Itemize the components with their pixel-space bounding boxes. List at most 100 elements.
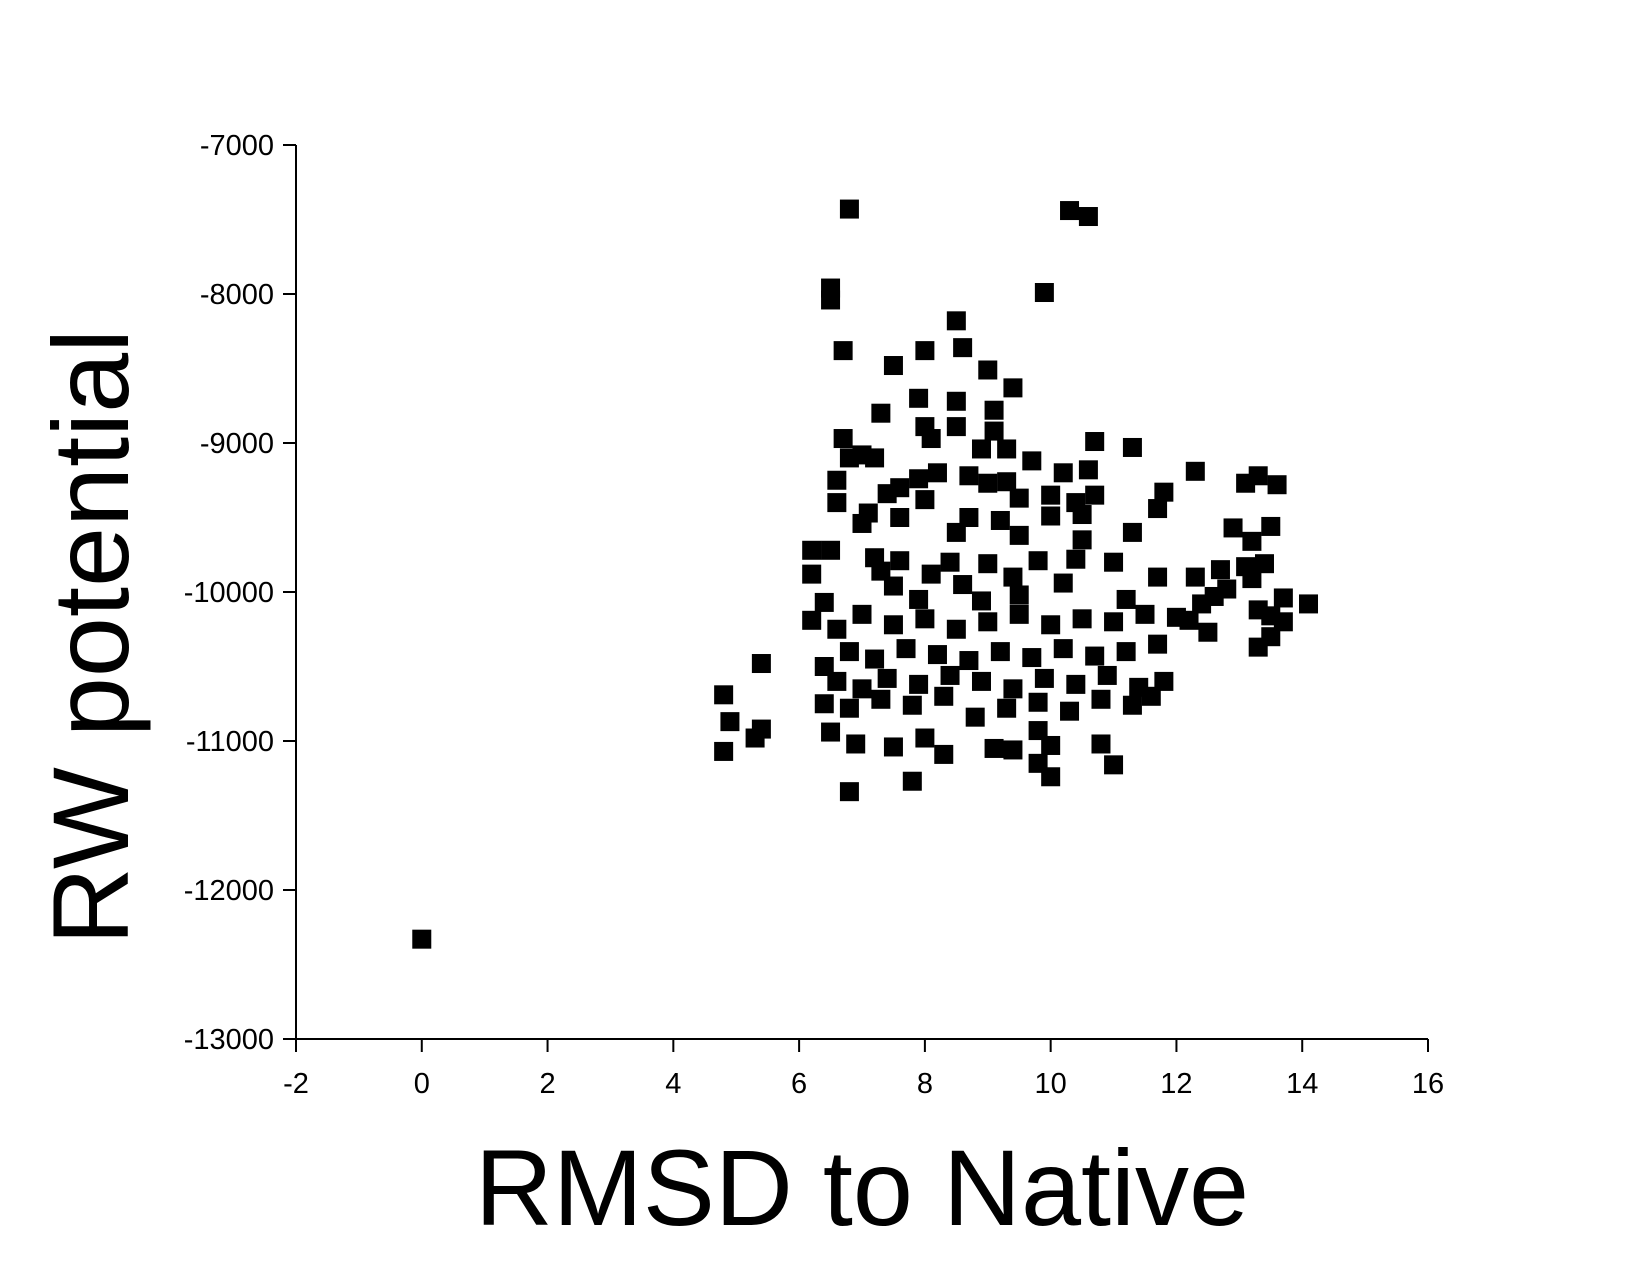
point [971,671,991,691]
point [990,642,1010,662]
point [971,591,991,611]
point [909,469,929,489]
point [1116,589,1136,609]
point [1104,552,1124,572]
point [802,564,822,584]
point [1072,609,1092,629]
point [1210,560,1230,580]
point [1053,573,1073,593]
point [883,615,903,635]
point [1223,518,1243,538]
x-tick-label: 4 [665,1068,681,1100]
point [802,610,822,630]
y-axis-title: RW potential [30,329,151,945]
point [714,741,734,761]
x-tick-label: 12 [1160,1068,1192,1100]
point [865,649,885,669]
x-tick-label: -2 [283,1068,309,1100]
point [978,473,998,493]
point [946,311,966,331]
point [877,668,897,688]
point [871,403,891,423]
x-tick-label: 6 [791,1068,807,1100]
point [833,429,853,449]
point [1273,612,1293,632]
point [990,510,1010,530]
point [1053,463,1073,483]
point [971,439,991,459]
point [934,744,954,764]
point [959,508,979,527]
x-tick-label: 10 [1035,1068,1067,1100]
point [1261,516,1281,536]
point [953,338,973,358]
point [909,589,929,609]
point [959,651,979,671]
point [909,674,929,694]
point [865,448,885,468]
point [978,360,998,380]
point [915,728,935,748]
point [909,388,929,408]
y-tick-label: -10000 [184,577,274,609]
point [751,654,771,674]
point [839,782,859,802]
point [871,561,891,581]
point [1154,482,1174,502]
point [1078,460,1098,480]
point [1078,207,1098,227]
point [821,290,841,310]
point [1198,622,1218,642]
point [1104,612,1124,632]
point [1041,735,1061,755]
point [915,609,935,629]
point [1116,642,1136,662]
y-tick-label: -13000 [184,1024,274,1056]
point [1034,668,1054,688]
point [1122,695,1142,715]
point [852,679,872,699]
y-tick-label: -11000 [186,726,274,758]
point [934,686,954,706]
point [839,448,859,468]
point [890,508,910,527]
point [927,463,947,483]
point [902,695,922,715]
point [953,575,973,595]
point [946,417,966,437]
point [871,689,891,709]
point [1261,627,1281,647]
point [946,391,966,411]
point [1041,506,1061,526]
point [1267,475,1287,495]
point [1053,639,1073,659]
point [1041,767,1061,787]
point [827,671,847,691]
point [802,540,822,560]
point [997,472,1017,492]
point [1066,549,1086,569]
point [940,665,960,685]
point [1148,499,1168,519]
point [1091,734,1111,754]
point [946,619,966,639]
point [412,929,432,949]
point [1242,531,1262,551]
point [1185,461,1205,481]
point [814,694,834,714]
point [1028,692,1048,712]
point [1009,585,1029,605]
point [839,642,859,662]
point [1028,551,1048,571]
point [959,466,979,486]
point [984,738,1004,758]
point [827,493,847,513]
point [946,522,966,542]
y-tick-label: -7000 [200,130,274,162]
point [827,470,847,490]
x-tick-label: 14 [1286,1068,1318,1100]
point [921,429,941,449]
point [1028,721,1048,741]
point [1060,701,1080,721]
point [1135,604,1155,624]
